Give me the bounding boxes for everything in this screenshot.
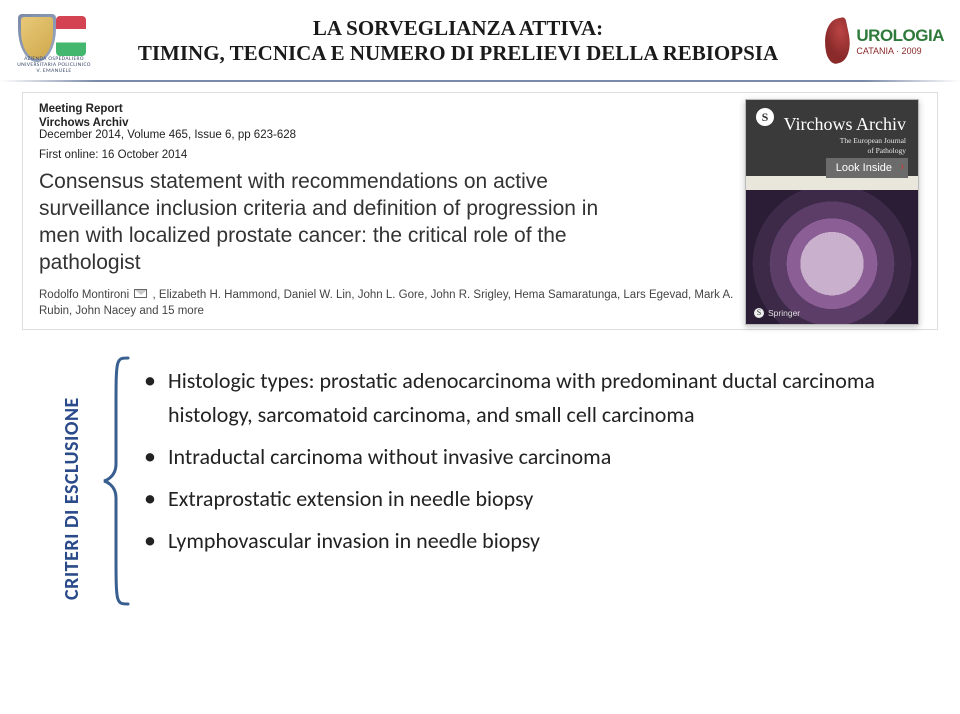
- slide-title: LA SORVEGLIANZA ATTIVA: TIMING, TECNICA …: [104, 16, 812, 66]
- header-divider: [0, 80, 960, 82]
- criteria-item: Histologic types: prostatic adenocarcino…: [144, 364, 932, 432]
- title-line-1: LA SORVEGLIANZA ATTIVA:: [104, 16, 812, 41]
- feather-icon: [820, 17, 855, 66]
- hospital-logo: AZIENDA OSPEDALIERO UNIVERSITARIA POLICL…: [16, 8, 92, 74]
- cover-journal-title: Virchows Archiv The European Journal of …: [784, 114, 906, 156]
- author-first: Rodolfo Montironi: [39, 289, 129, 301]
- conference-logo: UROLOGIA CATANIA · 2009: [824, 11, 944, 71]
- brace-icon: [100, 354, 134, 608]
- look-inside-badge: Look Inside ›: [826, 158, 908, 178]
- title-line-2: TIMING, TECNICA E NUMERO DI PRELIEVI DEL…: [104, 41, 812, 66]
- springer-footer-text: Springer: [768, 308, 800, 318]
- cover-journal-name: Virchows Archiv: [784, 114, 906, 134]
- conference-sub: CATANIA · 2009: [856, 46, 921, 56]
- slide-header: AZIENDA OSPEDALIERO UNIVERSITARIA POLICL…: [0, 0, 960, 78]
- journal-cover: S Virchows Archiv The European Journal o…: [745, 99, 919, 325]
- logo-arc-text: AZIENDA OSPEDALIERO UNIVERSITARIA POLICL…: [16, 56, 92, 74]
- chevron-right-icon: ›: [900, 161, 904, 173]
- mail-icon: [134, 289, 147, 298]
- cover-journal-sub2: of Pathology: [784, 147, 906, 155]
- criteria-section: CRITERI DI ESCLUSIONE Histologic types: …: [0, 344, 960, 608]
- springer-s-icon: S: [756, 108, 774, 126]
- flag-icon: [56, 16, 86, 56]
- paper-title: Consensus statement with recommendations…: [39, 169, 639, 277]
- criteria-item: Lymphovascular invasion in needle biopsy: [144, 524, 932, 558]
- look-inside-label: Look Inside: [836, 162, 892, 174]
- cover-brand-footer: S Springer: [754, 308, 800, 318]
- citation-block: Meeting Report Virchows Archiv December …: [22, 92, 938, 330]
- conference-main: UROLOGIA: [856, 26, 944, 46]
- springer-footer-icon: S: [754, 308, 764, 318]
- shield-icon: [18, 14, 56, 62]
- cover-journal-sub1: The European Journal: [784, 137, 906, 145]
- criteria-item: Extraprostatic extension in needle biops…: [144, 482, 932, 516]
- cover-art: [746, 190, 918, 324]
- criteria-item: Intraductal carcinoma without invasive c…: [144, 440, 932, 474]
- criteria-label: CRITERI DI ESCLUSIONE: [60, 350, 84, 608]
- authors-line: Rodolfo Montironi , Elizabeth H. Hammond…: [39, 287, 739, 319]
- criteria-bullets: Histologic types: prostatic adenocarcino…: [144, 350, 932, 608]
- conference-text: UROLOGIA CATANIA · 2009: [856, 26, 944, 56]
